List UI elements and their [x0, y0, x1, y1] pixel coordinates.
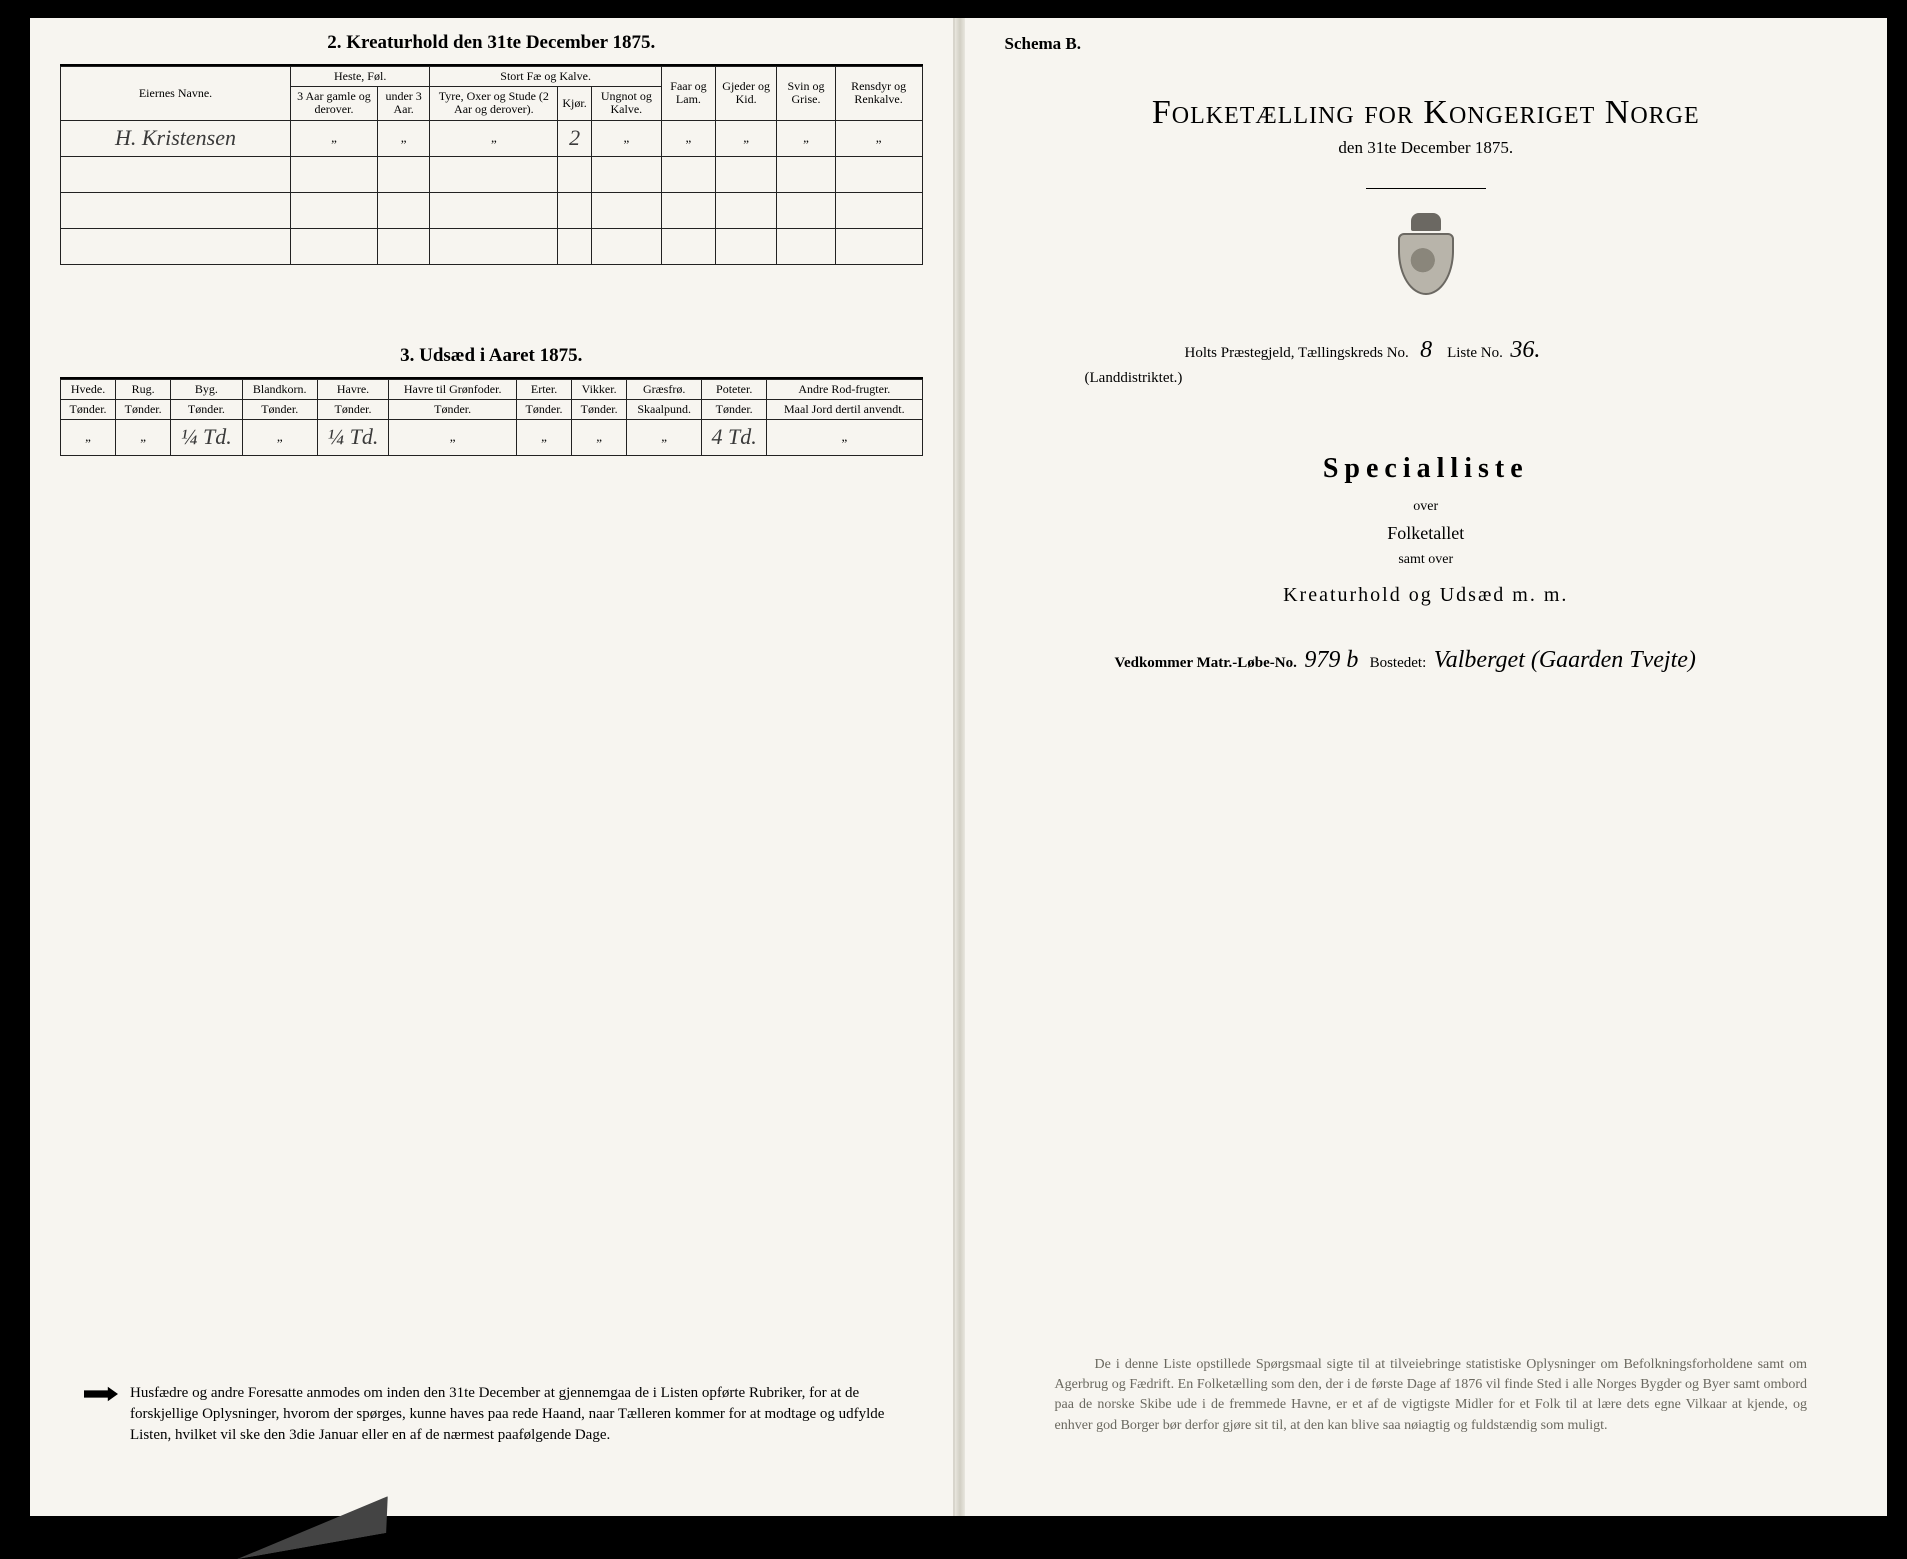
sub-date: den 31te December 1875. [1055, 138, 1798, 158]
cell: „ [116, 419, 171, 455]
u: Tønder. [572, 399, 627, 419]
u: Tønder. [116, 399, 171, 419]
u: Tønder. [517, 399, 572, 419]
kreatur-line: Kreaturhold og Udsæd m. m. [1055, 584, 1798, 607]
specialliste: Specialliste [1055, 453, 1798, 485]
h: Havre til Grønfoder. [389, 379, 517, 399]
folketallet: Folketallet [1055, 523, 1798, 544]
matr-lobe-no: 979 b [1304, 647, 1358, 673]
col-c3: Ungnot og Kalve. [591, 87, 661, 120]
h: Havre. [317, 379, 389, 399]
book-spine [955, 18, 965, 1516]
data-row: H. Kristensen „ „ „ 2 „ „ „ „ „ [61, 120, 923, 156]
footer-note: De i denne Liste opstillede Spørgsmaal s… [1055, 1355, 1808, 1436]
u: Maal Jord dertil anvendt. [767, 399, 922, 419]
cell: „ [242, 419, 317, 455]
notice-text: Husfædre og andre Foresatte anmodes om i… [130, 1383, 893, 1446]
main-title: Folketælling for Kongeriget Norge [1055, 94, 1798, 132]
cell: „ [377, 120, 429, 156]
udsaed-table: Hvede. Rug. Byg. Blandkorn. Havre. Havre… [60, 379, 923, 456]
cell: „ [61, 419, 116, 455]
cell: „ [767, 419, 922, 455]
cell: „ [627, 419, 702, 455]
empty-row [61, 228, 923, 264]
col-c2: Kjør. [558, 87, 591, 120]
cell: „ [777, 120, 835, 156]
pen-shadow [226, 1473, 394, 1559]
cell: „ [835, 120, 922, 156]
cell: „ [572, 419, 627, 455]
land-line: (Landdistriktet.) [1085, 370, 1768, 387]
vedkommer-line: Vedkommer Matr.-Løbe-No. 979 b Bostedet:… [1115, 647, 1798, 674]
u: Tønder. [317, 399, 389, 419]
right-content: Folketælling for Kongeriget Norge den 31… [995, 94, 1858, 674]
section2-title: 2. Kreaturhold den 31te December 1875. [60, 32, 923, 54]
col-hU: under 3 Aar. [377, 87, 429, 120]
h: Poteter. [702, 379, 767, 399]
col-reindeer: Rensdyr og Renkalve. [835, 67, 922, 121]
col-owner: Eiernes Navne. [61, 67, 291, 121]
cell: ¼ Td. [317, 419, 389, 455]
h: Hvede. [61, 379, 116, 399]
col-sheep: Faar og Lam. [661, 67, 715, 121]
section3-title: 3. Udsæd i Aaret 1875. [60, 345, 923, 367]
liste-no: 36. [1510, 337, 1540, 363]
cell: „ [591, 120, 661, 156]
h: Græsfrø. [627, 379, 702, 399]
cell: 2 [558, 120, 591, 156]
cell: ¼ Td. [171, 419, 243, 455]
kreaturhold-table: Eiernes Navne. Heste, Føl. Stort Fæ og K… [60, 66, 923, 265]
u: Tønder. [389, 399, 517, 419]
data-row: „ „ ¼ Td. „ ¼ Td. „ „ „ „ 4 Td. „ [61, 419, 923, 455]
u: Skaalpund. [627, 399, 702, 419]
divider [1366, 188, 1486, 189]
field-line: Holts Præstegjeld, Tællingskreds No. 8 L… [1085, 337, 1768, 364]
left-page: 2. Kreaturhold den 31te December 1875. E… [30, 18, 955, 1516]
empty-row [61, 192, 923, 228]
owner-name: H. Kristensen [115, 125, 236, 150]
line: over [1055, 499, 1798, 515]
cell: „ [291, 120, 378, 156]
u: Tønder. [61, 399, 116, 419]
h: Rug. [116, 379, 171, 399]
line: samt over [1055, 552, 1798, 568]
u: Tønder. [242, 399, 317, 419]
cell: „ [661, 120, 715, 156]
schema-label: Schema B. [1005, 34, 1858, 54]
h: Vikker. [572, 379, 627, 399]
col-h3: 3 Aar gamle og derover. [291, 87, 378, 120]
bosted: Valberget (Gaarden Tvejte) [1434, 647, 1696, 673]
h: Andre Rod-frugter. [767, 379, 922, 399]
u: Tønder. [702, 399, 767, 419]
h: Blandkorn. [242, 379, 317, 399]
h: Erter. [517, 379, 572, 399]
col-goats: Gjeder og Kid. [715, 67, 776, 121]
cell: „ [715, 120, 776, 156]
header-row-2: Tønder. Tønder. Tønder. Tønder. Tønder. … [61, 399, 923, 419]
header-row-1: Eiernes Navne. Heste, Føl. Stort Fæ og K… [61, 67, 923, 87]
col-cattle: Stort Fæ og Kalve. [430, 67, 662, 87]
section3: 3. Udsæd i Aaret 1875. Hvede. Rug. Byg. … [60, 345, 923, 456]
book-spread: 2. Kreaturhold den 31te December 1875. E… [30, 18, 1887, 1516]
cell: 4 Td. [702, 419, 767, 455]
kreds-no: 8 [1420, 337, 1432, 363]
u: Tønder. [171, 399, 243, 419]
cell: „ [517, 419, 572, 455]
col-pigs: Svin og Grise. [777, 67, 835, 121]
cell: „ [389, 419, 517, 455]
right-page: Schema B. Folketælling for Kongeriget No… [965, 18, 1888, 1516]
coat-of-arms-icon [1394, 213, 1458, 297]
header-row-1: Hvede. Rug. Byg. Blandkorn. Havre. Havre… [61, 379, 923, 399]
col-c1: Tyre, Oxer og Stude (2 Aar og derover). [430, 87, 558, 120]
col-horses: Heste, Føl. [291, 67, 430, 87]
h: Byg. [171, 379, 243, 399]
empty-row [61, 156, 923, 192]
cell: „ [430, 120, 558, 156]
pointing-hand-icon [84, 1385, 118, 1403]
